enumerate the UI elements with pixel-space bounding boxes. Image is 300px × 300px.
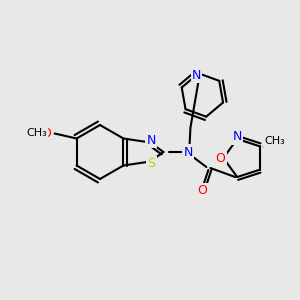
Text: N: N	[147, 134, 156, 147]
Text: N: N	[184, 146, 193, 158]
Text: CH₃: CH₃	[264, 136, 285, 146]
Text: CH₃: CH₃	[26, 128, 47, 137]
Text: N: N	[192, 69, 201, 82]
Text: O: O	[197, 184, 207, 197]
Text: S: S	[147, 157, 155, 170]
Text: O: O	[215, 152, 225, 164]
Text: N: N	[232, 130, 242, 143]
Text: O: O	[42, 127, 52, 140]
